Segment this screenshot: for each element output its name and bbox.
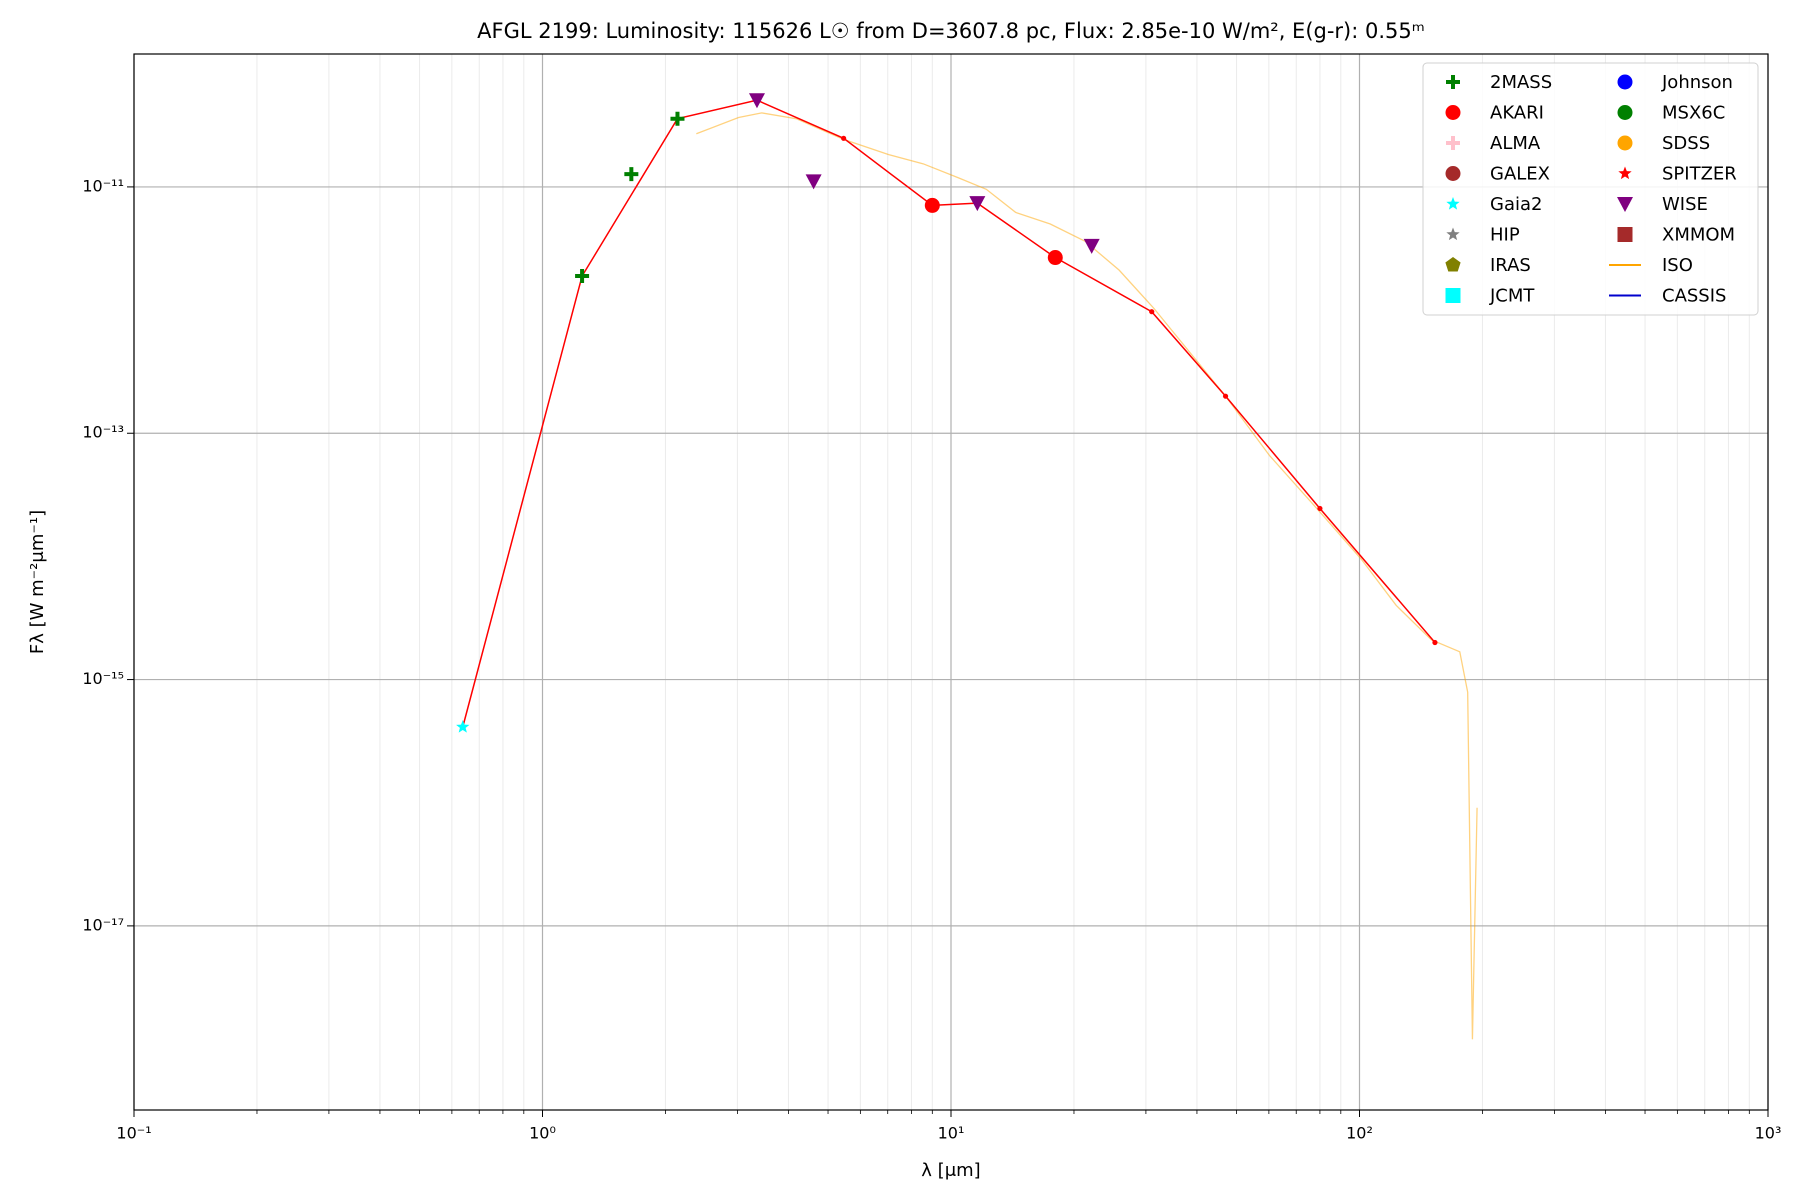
axes-frame <box>133 53 1769 1111</box>
legend-text: IRAS <box>1490 255 1531 276</box>
legend-text: SPITZER <box>1662 164 1737 185</box>
data-point <box>969 196 986 212</box>
data-point <box>1047 250 1063 266</box>
y-tick-label: 10⁻¹⁷ <box>82 915 124 934</box>
legend-marker <box>1445 105 1461 120</box>
legend-text: WISE <box>1662 194 1708 215</box>
x-tick-label: 10¹ <box>938 1124 965 1143</box>
legend-marker <box>1617 197 1633 212</box>
legend-text: GALEX <box>1490 164 1550 185</box>
y-tick-label: 10⁻¹¹ <box>82 176 124 195</box>
legend-marker <box>1617 227 1633 242</box>
sed-line <box>462 99 1436 728</box>
sed-point <box>841 135 847 141</box>
legend: 2MASS AKARI ALMA GALEX Gaia2 HIP IRAS JCMT Johns… <box>1422 62 1759 316</box>
x-tick-label: 10³ <box>1755 1124 1782 1143</box>
data-point <box>805 174 822 190</box>
legend-text: Gaia2 <box>1490 194 1542 215</box>
data-point <box>624 167 639 182</box>
y-axis-label: Fλ [W m⁻²μm⁻¹] <box>27 510 48 654</box>
legend-text: SDSS <box>1662 133 1710 154</box>
legend-text: AKARI <box>1490 103 1544 124</box>
legend-marker <box>1617 74 1633 90</box>
data-point <box>1083 238 1100 254</box>
legend-marker <box>1446 75 1460 89</box>
x-tick-label: 10² <box>1346 1124 1373 1143</box>
legend-marker <box>1618 166 1632 180</box>
legend-marker <box>1617 105 1633 120</box>
legend-marker <box>1445 288 1461 303</box>
legend-text: CASSIS <box>1662 286 1726 307</box>
legend-text: Johnson <box>1661 72 1733 93</box>
data-point <box>670 111 685 126</box>
plot-area <box>456 93 1478 1040</box>
x-axis-label: λ [μm] <box>921 1160 980 1181</box>
legend-text: 2MASS <box>1490 72 1552 93</box>
data-point <box>456 720 470 733</box>
y-tick-label: 10⁻¹⁵ <box>82 669 124 688</box>
legend-marker <box>1446 197 1460 210</box>
sed-point <box>1149 309 1155 315</box>
legend-marker <box>1617 135 1633 151</box>
x-tick-label: 10⁻¹ <box>116 1124 151 1143</box>
legend-marker <box>1446 136 1460 150</box>
data-point <box>748 93 765 109</box>
legend-marker <box>1445 257 1461 272</box>
legend-text: ALMA <box>1490 133 1541 154</box>
chart-title: AFGL 2199: Luminosity: 115626 L☉ from D=… <box>477 19 1425 43</box>
legend-text: XMMOM <box>1662 225 1735 246</box>
sed-point <box>1222 393 1229 399</box>
data-point <box>924 197 940 213</box>
x-tick-label: 10⁰ <box>529 1124 556 1143</box>
legend-marker <box>1445 166 1461 181</box>
legend-box <box>1422 62 1759 316</box>
sed-point <box>1432 639 1438 646</box>
legend-marker <box>1446 227 1460 241</box>
sed-point <box>1317 505 1323 512</box>
data-point <box>575 269 590 284</box>
legend-text: HIP <box>1490 225 1520 246</box>
legend-text: JCMT <box>1489 286 1535 307</box>
y-tick-label: 10⁻¹³ <box>82 423 124 442</box>
legend-text: ISO <box>1662 255 1693 276</box>
legend-text: MSX6C <box>1662 103 1725 124</box>
